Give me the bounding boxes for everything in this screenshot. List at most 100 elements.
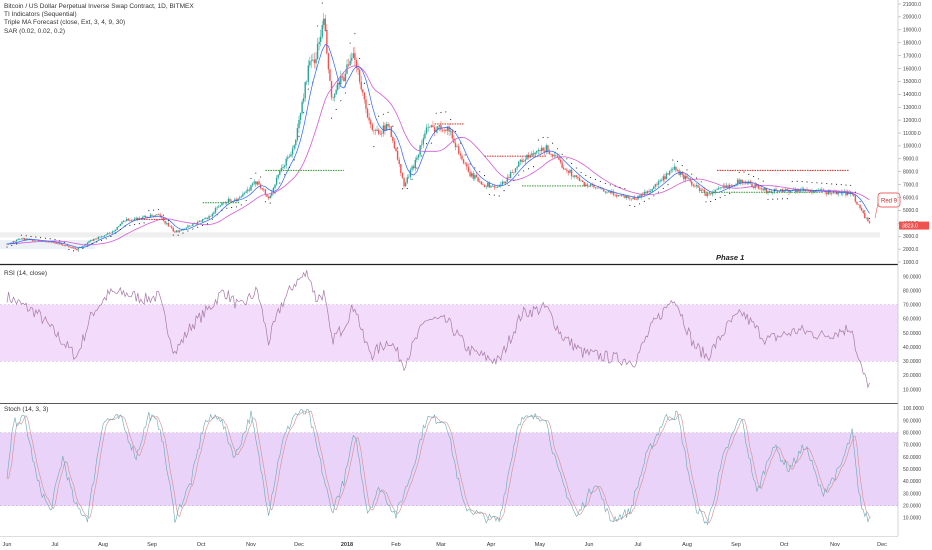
candle-up [719, 187, 721, 189]
sar-dot [435, 112, 437, 114]
candle-down [561, 162, 563, 168]
candle-up [496, 186, 499, 188]
sar-dot [231, 207, 233, 209]
candle-down [388, 126, 391, 127]
candle-down [188, 225, 191, 227]
candle-up [799, 189, 802, 192]
stoch-title[interactable]: Stoch (14, 3, 3) [4, 406, 49, 413]
sar-dot [700, 181, 702, 183]
candle-up [534, 152, 536, 155]
candle-down [477, 177, 479, 182]
candle-down [826, 192, 828, 195]
candle-down [379, 133, 381, 135]
sar-dot [30, 235, 32, 237]
candle-down [697, 185, 699, 188]
sar-dot [378, 115, 380, 117]
sar-dot [382, 113, 384, 115]
sar-dot [197, 226, 199, 228]
sar-dot [368, 104, 370, 106]
x-tick-label: Jun [3, 542, 12, 548]
price-pane[interactable]: Red 9 [0, 2, 901, 252]
candle-down [23, 238, 26, 241]
candle-up [298, 119, 300, 129]
candle-up [86, 242, 89, 244]
indicator-sequential[interactable]: TI Indicators (Sequential) [4, 11, 77, 19]
candle-down [840, 191, 842, 194]
y-tick-label: 7000.0 [903, 182, 919, 188]
x-tick-label: Nov [246, 542, 256, 548]
sar-dot [359, 57, 361, 60]
sar-dot [397, 147, 399, 149]
candle-down [751, 183, 753, 187]
candle-down [445, 129, 447, 131]
sar-dot [594, 178, 597, 180]
candle-up [708, 193, 710, 194]
stoch-tick-label: 90.0000 [903, 418, 921, 424]
candle-down [619, 195, 621, 196]
candle-up [728, 185, 731, 188]
y-tick-label: 14000.0 [903, 92, 921, 98]
sar-dot [599, 180, 601, 182]
candle-down [440, 125, 442, 130]
candle-down [551, 154, 554, 157]
sar-dot [801, 180, 803, 183]
candle-down [809, 190, 812, 193]
rsi-title[interactable]: RSI (14, close) [4, 270, 47, 277]
candle-down [441, 129, 444, 131]
candle-down [263, 189, 265, 191]
ma-slow-line [7, 65, 870, 246]
indicator-triple-ma[interactable]: Triple MA Forecast (close, Ext, 3, 4, 9,… [4, 19, 126, 27]
candle-down [132, 219, 134, 221]
candle-down [705, 193, 707, 196]
sar-dot [859, 201, 861, 203]
sar-dot [373, 146, 375, 148]
red-9-callout[interactable]: Red 9 [874, 192, 901, 219]
candle-down [137, 217, 139, 220]
candle-down [313, 59, 316, 64]
candle-down [483, 185, 486, 188]
sar-dot [77, 250, 79, 252]
indicator-sar[interactable]: SAR (0.02, 0.02, 0.2) [4, 27, 66, 35]
candle-up [714, 189, 717, 192]
candle-down [577, 177, 579, 178]
rsi-pane[interactable] [0, 270, 898, 389]
candle-up [102, 236, 104, 238]
candle-up [296, 128, 299, 140]
sar-dot [767, 198, 769, 200]
candle-up [422, 138, 425, 145]
sar-dot [528, 168, 530, 170]
callout-pointer [874, 202, 879, 219]
sar-dot [748, 173, 750, 175]
candle-down [604, 191, 607, 193]
sar-dot [269, 202, 271, 204]
candle-up [842, 192, 844, 194]
range-box [0, 240, 95, 250]
stoch-pane[interactable] [0, 409, 898, 526]
sar-dot [105, 238, 107, 240]
candle-up [640, 193, 642, 197]
candle-down [368, 117, 370, 121]
candle-down [20, 238, 23, 240]
candle-down [594, 187, 597, 189]
candle-up [214, 208, 217, 213]
candle-down [588, 186, 590, 187]
candle-up [408, 176, 410, 178]
candle-up [130, 219, 133, 221]
candle-up [306, 81, 308, 83]
sar-dot [235, 206, 238, 208]
last-price-tag[interactable]: 3823.0 [899, 221, 929, 230]
candle-up [351, 57, 353, 61]
candle-up [152, 215, 155, 217]
candle-down [432, 125, 434, 127]
candle-down [429, 126, 431, 128]
candle-up [240, 196, 243, 198]
candle-down [786, 189, 788, 191]
candle-down [326, 31, 328, 54]
candle-down [488, 182, 491, 188]
candle-up [411, 166, 413, 170]
candle-down [743, 182, 745, 184]
sar-dot [614, 185, 616, 187]
candle-down [493, 185, 495, 188]
